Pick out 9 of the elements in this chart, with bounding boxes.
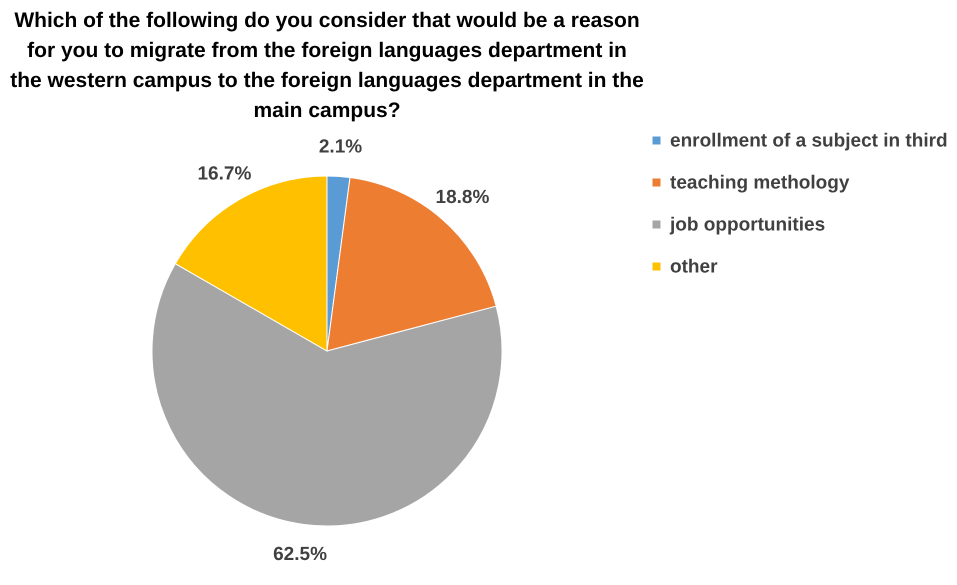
legend-label: job opportunities bbox=[669, 214, 826, 236]
legend-label: enrollment of a subject in third bbox=[670, 130, 948, 152]
chart-title: Which of the following do you consider that would be a reason for you to migrate from the foreign languages department in the western campus to the foreign languages department in the main campus? bbox=[10, 9, 644, 122]
data-label: 62.5% bbox=[273, 544, 328, 566]
data-label: 16.7% bbox=[197, 164, 252, 185]
legend-label: teaching methology bbox=[670, 172, 850, 194]
legend-label: other bbox=[670, 256, 718, 278]
data-label: 2.1% bbox=[318, 136, 362, 158]
data-label: 18.8% bbox=[436, 187, 490, 208]
